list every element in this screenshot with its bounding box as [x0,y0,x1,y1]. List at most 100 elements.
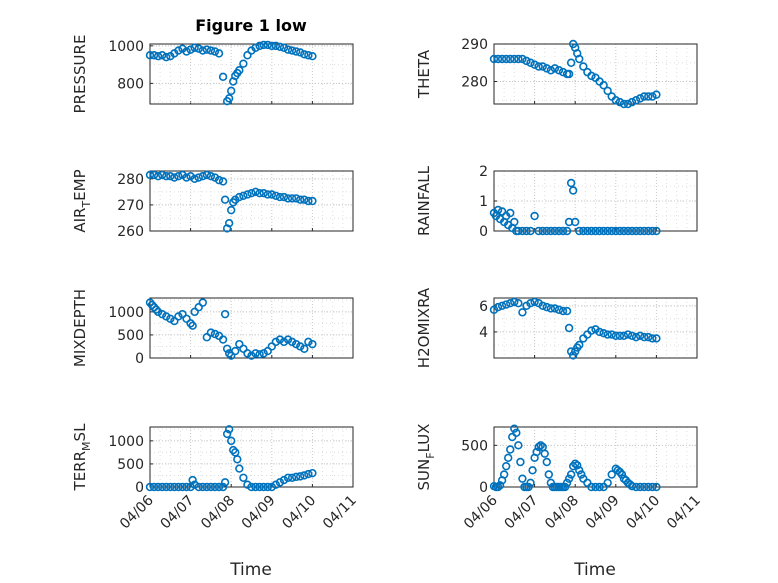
data-point [239,191,248,200]
data-point [510,297,519,307]
data-point [267,41,276,51]
data-point [652,90,661,99]
data-point [279,192,289,202]
data-point [206,328,216,337]
y-axis-label: SUNFLUX [415,424,437,491]
data-point [493,54,503,64]
data-point [635,482,645,492]
data-point [652,226,661,236]
data-point [166,482,175,492]
data-point [275,478,285,487]
data-point [235,339,244,349]
data-point [652,482,661,492]
data-point [631,482,641,492]
data-point [149,303,159,312]
subplot-terr-msl: 0 500 1000 04/06 04/07 04/08 04/09 04/10 04/11 TE… [71,423,360,532]
data-point [182,482,191,492]
data-point [570,459,580,468]
data-point [554,66,564,75]
y-tick-label: 1 [479,194,488,210]
data-point [231,346,240,356]
data-point [528,466,537,475]
x-tick-label: 04/08 [198,493,238,533]
data-point [170,482,179,492]
data-point [640,332,649,342]
y-axis-label: THETA [415,49,433,99]
axes-box [493,297,698,359]
y-tick-label: 0 [479,480,488,496]
y-tick-label: 1000 [108,434,144,450]
data-point [550,226,560,236]
data-point [222,429,232,439]
data-point [522,226,531,236]
data-point [227,436,236,446]
axes-frame [149,170,354,232]
data-point [287,337,297,347]
data-point [611,331,620,341]
data-point [218,177,228,186]
data-point [564,69,574,79]
data-point [153,172,163,181]
data-point [157,482,167,492]
data-point [170,316,179,326]
data-point [255,188,264,198]
x-tick-label: 04/06 [461,492,501,532]
data-point [526,226,535,236]
data-point [229,445,238,455]
data-point [174,482,183,492]
data-point [283,473,293,482]
data-point [267,342,276,351]
y-axis-label: PRESSURE [71,35,89,114]
data-point [493,205,503,215]
data-point [247,188,256,198]
data-point [587,226,596,236]
data-point [263,40,272,50]
data-point [607,470,616,479]
subplot-rainfall: 0 1 2 RAINFALL [415,164,698,240]
y-tick-label: 290 [461,37,488,53]
data-point [145,482,155,492]
data-point [497,207,507,216]
data-point [202,482,212,492]
data-point [149,170,159,180]
data-point [652,334,661,343]
data-point [202,45,212,54]
data-point [587,71,596,81]
data-point [239,59,248,68]
data-point [501,54,511,64]
data-point [304,337,313,347]
data-point [599,81,608,90]
axes-frame [493,297,698,359]
data-point [619,331,629,341]
data-point [564,474,574,483]
data-point [506,54,515,64]
data-point [271,337,281,347]
data-point [259,349,268,358]
data-point [615,97,625,107]
data-point [530,211,539,221]
data-point [153,51,163,61]
data-point [506,208,515,218]
data-point [275,42,285,52]
data-point [304,196,313,206]
data-point [227,86,236,96]
data-point [279,475,289,485]
data-point [536,441,545,450]
data-point [570,217,580,227]
y-tick-label: 500 [117,457,144,473]
data-point [275,192,285,202]
axes-box [493,426,698,488]
data-point [227,205,236,215]
data-point [617,470,627,479]
data-point [235,66,244,75]
data-point [595,482,604,492]
y-tick-label: 0 [479,224,488,240]
data-point [534,62,543,71]
data-point [497,301,507,311]
y-tick-label: 0 [135,480,144,496]
data-point [501,300,511,309]
data-point [255,350,264,359]
data-point [635,94,645,103]
data-point [153,307,163,317]
